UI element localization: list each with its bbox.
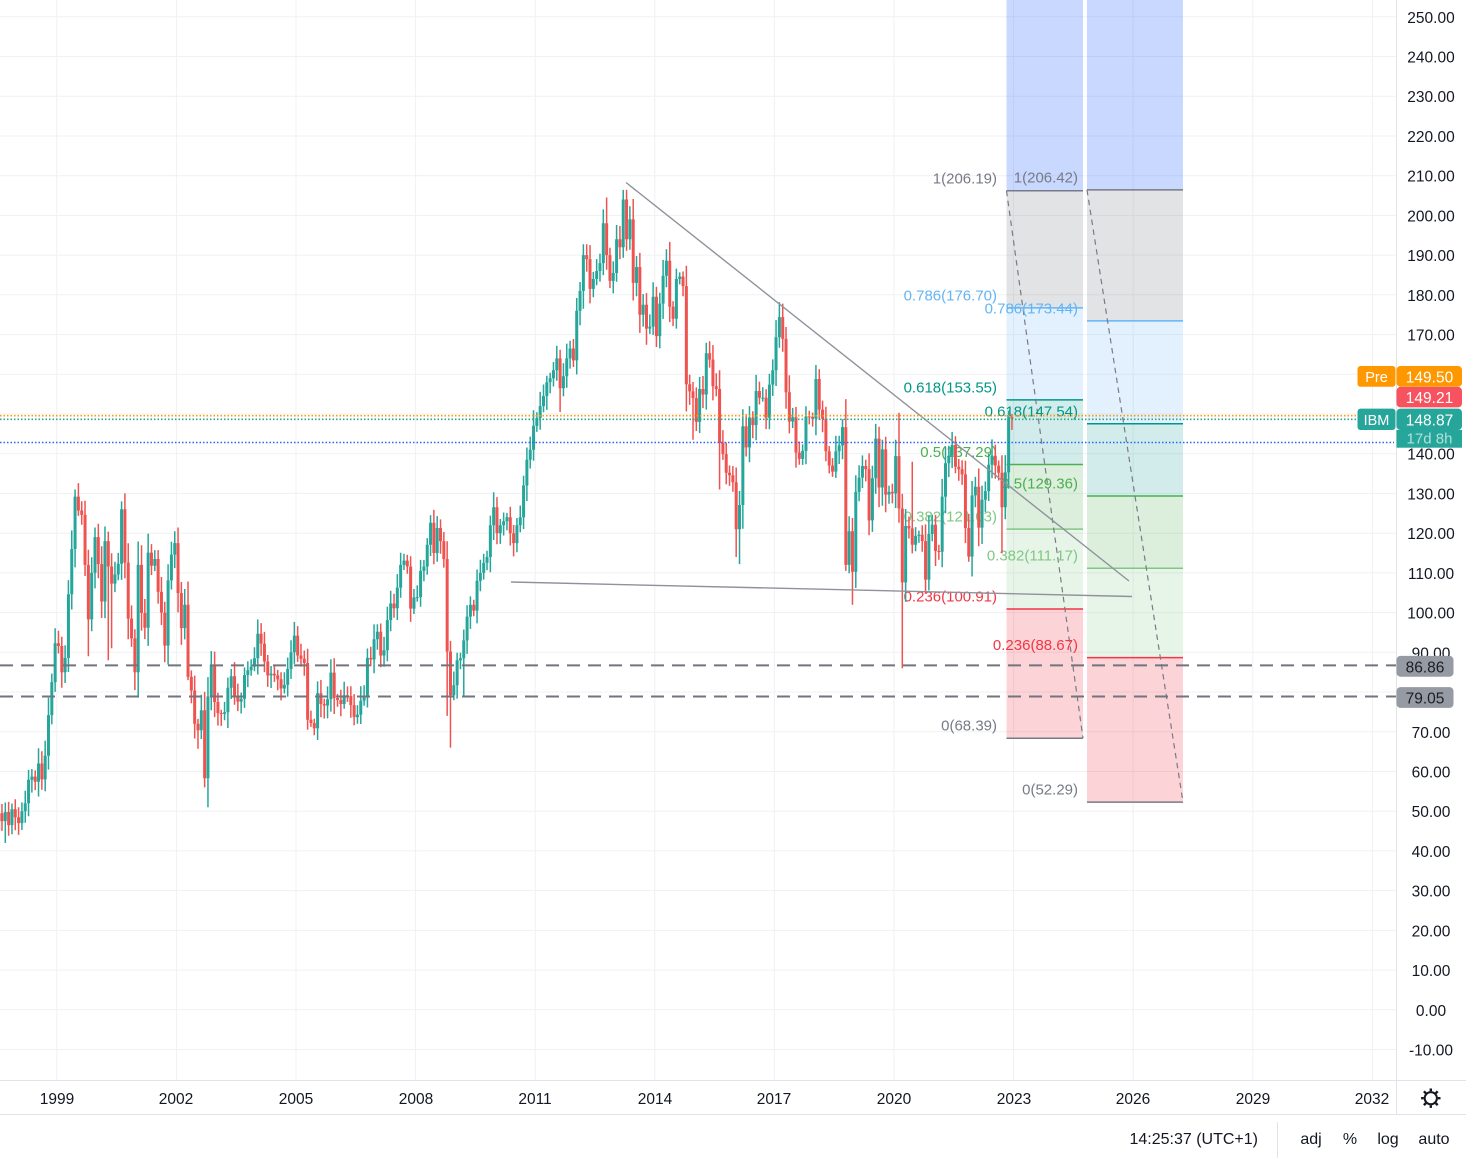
svg-text:250.00: 250.00 (1407, 10, 1455, 27)
svg-text:79.05: 79.05 (1406, 691, 1445, 708)
svg-text:2011: 2011 (518, 1091, 551, 1108)
svg-text:1999: 1999 (40, 1091, 74, 1108)
svg-text:190.00: 190.00 (1407, 248, 1455, 265)
svg-text:%: % (1343, 1131, 1357, 1148)
svg-text:0.786(176.70): 0.786(176.70) (904, 287, 997, 304)
svg-text:70.00: 70.00 (1412, 725, 1451, 742)
svg-text:170.00: 170.00 (1407, 328, 1455, 345)
svg-text:230.00: 230.00 (1407, 89, 1455, 106)
svg-text:0(52.29): 0(52.29) (1022, 782, 1078, 799)
svg-text:auto: auto (1418, 1131, 1449, 1148)
svg-text:17d 8h: 17d 8h (1407, 431, 1453, 448)
svg-text:140.00: 140.00 (1407, 447, 1455, 464)
svg-text:2014: 2014 (638, 1091, 673, 1108)
svg-text:0.00: 0.00 (1416, 1003, 1447, 1020)
svg-text:120.00: 120.00 (1407, 526, 1455, 543)
svg-text:0.5(137.29): 0.5(137.29) (920, 444, 997, 461)
svg-text:149.50: 149.50 (1406, 369, 1454, 386)
svg-text:149.21: 149.21 (1406, 390, 1453, 407)
svg-text:adj: adj (1300, 1131, 1321, 1148)
svg-text:0.786(173.44): 0.786(173.44) (985, 300, 1078, 317)
svg-text:0.5(129.36): 0.5(129.36) (1001, 476, 1078, 493)
svg-text:2002: 2002 (159, 1091, 193, 1108)
svg-text:14:25:37 (UTC+1): 14:25:37 (UTC+1) (1129, 1131, 1258, 1148)
svg-text:10.00: 10.00 (1412, 963, 1451, 980)
svg-text:130.00: 130.00 (1407, 486, 1455, 503)
svg-text:2017: 2017 (757, 1091, 791, 1108)
svg-text:50.00: 50.00 (1412, 804, 1451, 821)
svg-text:30.00: 30.00 (1412, 884, 1451, 901)
svg-text:210.00: 210.00 (1407, 169, 1455, 186)
svg-text:0.382(121.03): 0.382(121.03) (904, 509, 997, 526)
svg-text:148.87: 148.87 (1406, 412, 1453, 429)
svg-text:2008: 2008 (399, 1091, 433, 1108)
svg-text:180.00: 180.00 (1407, 288, 1455, 305)
svg-text:1(206.42): 1(206.42) (1014, 169, 1078, 186)
svg-text:0.618(147.54): 0.618(147.54) (985, 403, 1078, 420)
svg-text:60.00: 60.00 (1412, 765, 1451, 782)
svg-text:110.00: 110.00 (1408, 566, 1455, 583)
svg-text:200.00: 200.00 (1407, 208, 1455, 225)
svg-text:0(68.39): 0(68.39) (941, 718, 997, 735)
svg-text:20.00: 20.00 (1412, 923, 1451, 940)
svg-text:0.382(111.17): 0.382(111.17) (987, 548, 1078, 565)
svg-text:220.00: 220.00 (1407, 129, 1455, 146)
svg-text:IBM: IBM (1364, 413, 1390, 429)
svg-text:2020: 2020 (877, 1091, 912, 1108)
svg-text:1(206.19): 1(206.19) (933, 170, 997, 187)
svg-text:0.236(88.67): 0.236(88.67) (993, 637, 1078, 654)
svg-text:100.00: 100.00 (1407, 606, 1455, 623)
svg-text:log: log (1377, 1131, 1398, 1148)
svg-text:2032: 2032 (1355, 1091, 1389, 1108)
svg-text:40.00: 40.00 (1412, 844, 1451, 861)
svg-text:2026: 2026 (1116, 1091, 1150, 1108)
svg-text:Pre: Pre (1365, 370, 1388, 386)
svg-text:2029: 2029 (1236, 1091, 1270, 1108)
svg-text:2023: 2023 (997, 1091, 1031, 1108)
svg-text:-10.00: -10.00 (1409, 1043, 1453, 1060)
svg-text:0.618(153.55): 0.618(153.55) (904, 379, 997, 396)
svg-text:86.86: 86.86 (1406, 660, 1445, 677)
svg-text:240.00: 240.00 (1407, 50, 1455, 67)
svg-text:2005: 2005 (279, 1091, 313, 1108)
